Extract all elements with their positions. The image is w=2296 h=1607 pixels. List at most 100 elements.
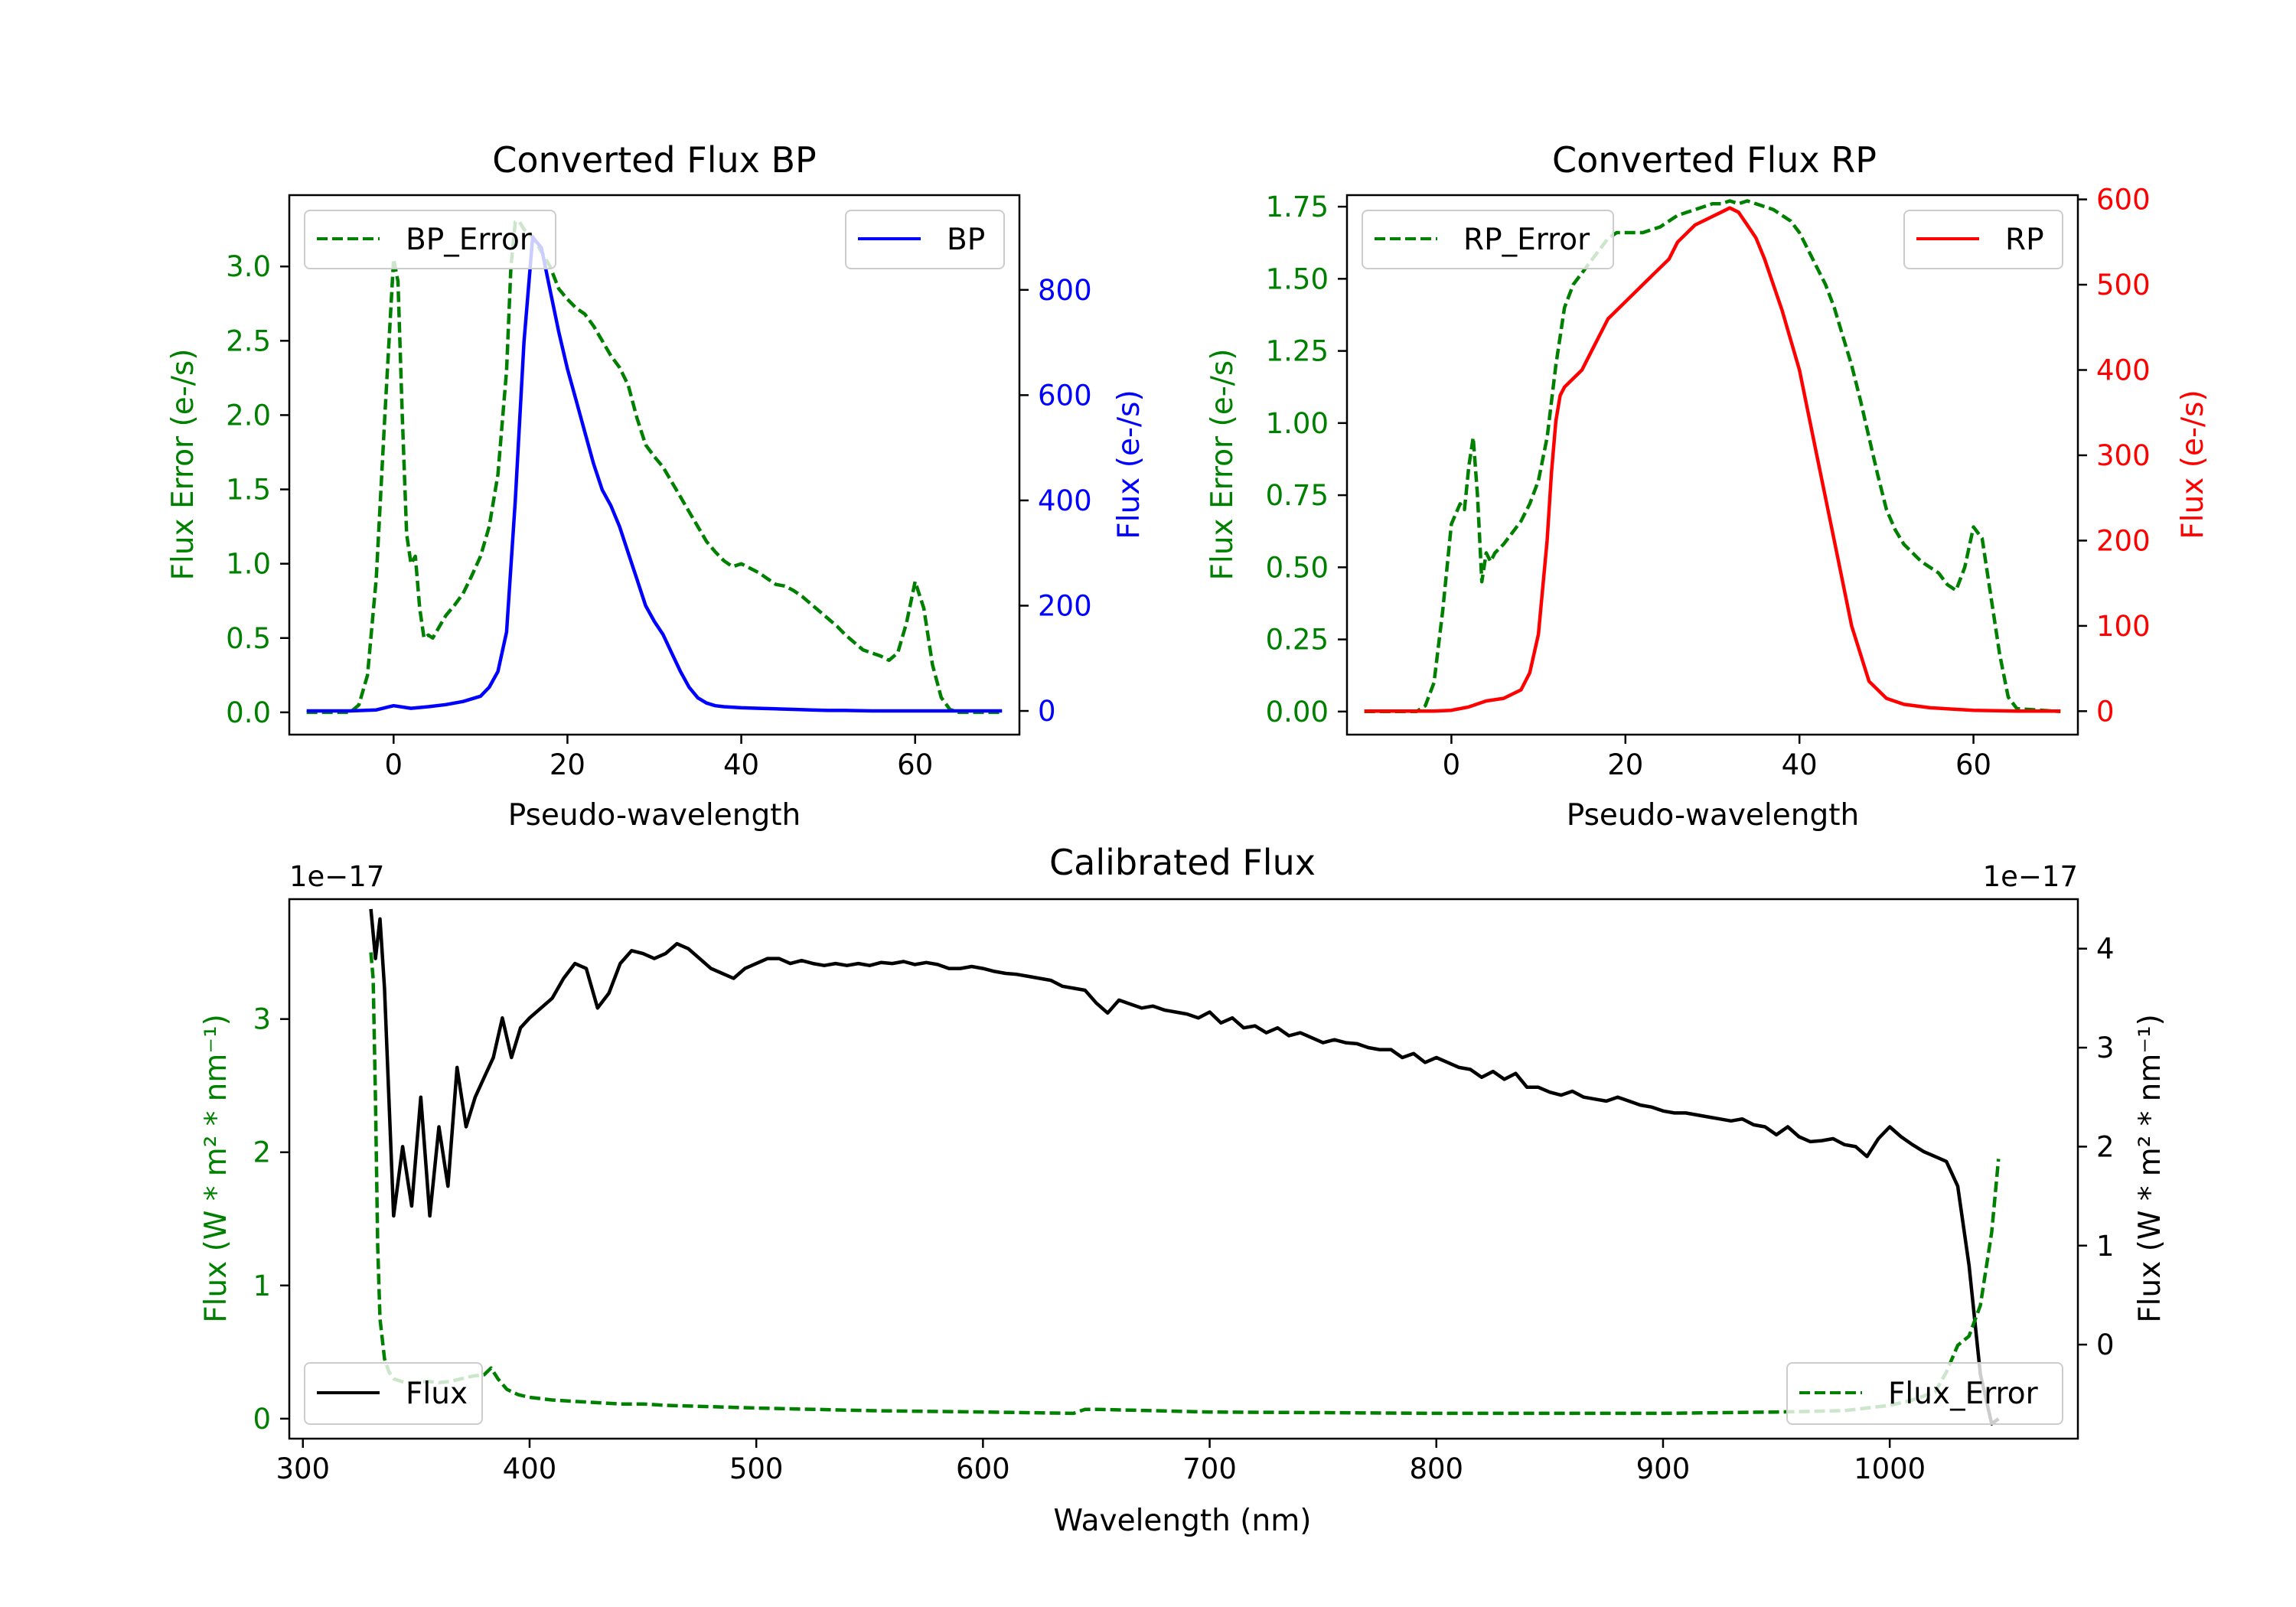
bp-ytick-left-label: 1.5 — [226, 474, 271, 507]
bp-xtick-label: 0 — [385, 748, 403, 781]
bp-ytick-left-label: 3.0 — [226, 250, 271, 283]
bp-error-legend[interactable]: BP_Error — [304, 210, 556, 269]
bp-series-bp-line — [306, 235, 1003, 713]
rp-ylabel-right: Flux (e-/s) — [2176, 390, 2210, 539]
bp-ytick-right-label: 600 — [1038, 379, 1092, 412]
calibrated-error-legend[interactable]: Flux_Error — [1786, 1362, 2063, 1425]
rp-ytick-left-label: 0.25 — [1266, 624, 1329, 657]
rp-xtick-label: 0 — [1443, 748, 1461, 781]
bp-series-bp-error-line — [306, 220, 1003, 715]
bp-ytick-left-label: 2.0 — [226, 399, 271, 432]
rp-xtick-label: 40 — [1782, 748, 1818, 781]
calibrated-ticks: 300 400 500 600 700 800 900 1000 0 1 2 3 0 1 2 3 4 — [253, 933, 2114, 1485]
rp-ytick-right-label: 0 — [2096, 695, 2115, 728]
calibrated-series-flux-line — [369, 908, 2000, 1426]
bp-ytick-left-label: 0.0 — [226, 696, 271, 729]
calibrated-error-legend-box — [1786, 1362, 2063, 1425]
bp-title: Converted Flux BP — [492, 139, 817, 181]
rp-xlabel: Pseudo-wavelength — [1567, 798, 1859, 833]
rp-ylabel-left: Flux Error (e-/s) — [1205, 349, 1240, 581]
rp-ytick-right-label: 400 — [2096, 354, 2151, 386]
calibrated-xtick-label: 500 — [729, 1452, 784, 1485]
calibrated-ylabel-right: Flux (W * m² * nm⁻¹) — [2133, 1014, 2167, 1323]
rp-legend-label: RP — [2005, 223, 2044, 257]
calibrated-panel: Calibrated Flux 1e−17 1e−17 300 400 500 600… — [199, 842, 2167, 1538]
calibrated-xlabel: Wavelength (nm) — [1054, 1504, 1312, 1538]
rp-legend-box — [1903, 210, 2063, 269]
bp-xtick-label: 40 — [723, 748, 759, 781]
rp-ytick-left-label: 1.50 — [1266, 262, 1329, 295]
calibrated-xtick-label: 800 — [1409, 1452, 1463, 1485]
rp-ytick-left-label: 1.25 — [1266, 335, 1329, 368]
rp-ytick-right-label: 600 — [2096, 184, 2151, 217]
rp-axes-frame — [1345, 194, 2079, 736]
calibrated-ylabel-left: Flux (W * m² * nm⁻¹) — [199, 1014, 233, 1323]
bp-error-legend-box — [304, 210, 556, 269]
calibrated-flux-legend-label: Flux — [406, 1377, 468, 1411]
bp-plot-area — [306, 220, 1003, 715]
calibrated-ytick-right-label: 1 — [2096, 1230, 2115, 1263]
rp-error-legend[interactable]: RP_Error — [1362, 210, 1614, 269]
rp-ytick-left-label: 1.00 — [1266, 407, 1329, 440]
calibrated-xtick-label: 900 — [1636, 1452, 1691, 1485]
calibrated-flux-legend[interactable]: Flux — [304, 1362, 483, 1425]
calibrated-xtick-label: 700 — [1182, 1452, 1237, 1485]
rp-ytick-right-label: 300 — [2096, 439, 2151, 472]
calibrated-axes-frame — [288, 898, 2079, 1440]
rp-ticks: 0 20 40 60 0.00 0.25 0.50 0.75 1.00 1.25 1.50 1.75 0… — [1266, 184, 2151, 781]
rp-error-legend-label: RP_Error — [1463, 223, 1590, 257]
bp-ytick-right-label: 0 — [1038, 695, 1056, 728]
bp-panel: Converted Flux BP 0 20 40 60 0.0 0.5 1.0 1.5 2.0… — [166, 139, 1146, 833]
rp-ytick-left-label: 0.75 — [1266, 479, 1329, 512]
rp-ytick-right-label: 100 — [2096, 610, 2151, 643]
calibrated-xtick-label: 400 — [503, 1452, 557, 1485]
bp-ylabel-left: Flux Error (e-/s) — [166, 349, 201, 581]
bp-legend-box — [845, 210, 1005, 269]
bp-ytick-left-label: 0.5 — [226, 622, 271, 655]
rp-xtick-label: 20 — [1607, 748, 1643, 781]
calibrated-series-flux-error-line — [369, 952, 2001, 1416]
rp-error-legend-box — [1362, 210, 1614, 269]
calibrated-ytick-left-label: 0 — [253, 1403, 271, 1436]
calibrated-xtick-label: 600 — [956, 1452, 1010, 1485]
rp-series-rp-line — [1364, 206, 2061, 713]
calibrated-xtick-label: 300 — [276, 1452, 330, 1485]
bp-ytick-right-label: 200 — [1038, 589, 1092, 622]
calibrated-ytick-left-label: 1 — [253, 1270, 271, 1302]
calibrated-title: Calibrated Flux — [1049, 842, 1316, 883]
rp-panel: Converted Flux RP 0 20 40 60 0.00 0.25 0.50 0.7… — [1205, 139, 2210, 833]
calibrated-error-legend-label: Flux_Error — [1888, 1377, 2039, 1411]
bp-legend[interactable]: BP — [845, 210, 1005, 269]
bp-xtick-label: 20 — [550, 748, 585, 781]
calibrated-plot-area — [369, 908, 2001, 1426]
rp-legend[interactable]: RP — [1903, 210, 2063, 269]
bp-ytick-left-label: 1.0 — [226, 548, 271, 581]
calibrated-ytick-right-label: 0 — [2096, 1328, 2115, 1361]
bp-ytick-right-label: 400 — [1038, 484, 1092, 517]
rp-plot-area — [1364, 199, 2061, 714]
calibrated-xtick-label: 1000 — [1854, 1452, 1926, 1485]
calibrated-ytick-left-label: 2 — [253, 1136, 271, 1169]
bp-legend-label: BP — [947, 223, 985, 257]
rp-ytick-left-label: 0.00 — [1266, 696, 1329, 729]
calibrated-offset-left: 1e−17 — [289, 860, 384, 893]
rp-ytick-left-label: 1.75 — [1266, 191, 1329, 223]
calibrated-ytick-right-label: 3 — [2096, 1032, 2115, 1064]
calibrated-ytick-right-label: 4 — [2096, 933, 2115, 966]
bp-xtick-label: 60 — [897, 748, 933, 781]
bp-error-legend-label: BP_Error — [406, 223, 533, 257]
calibrated-ytick-right-label: 2 — [2096, 1130, 2115, 1163]
bp-ylabel-right: Flux (e-/s) — [1112, 390, 1146, 539]
calibrated-offset-right: 1e−17 — [1983, 860, 2078, 893]
bp-ytick-left-label: 2.5 — [226, 324, 271, 357]
rp-ytick-right-label: 500 — [2096, 269, 2151, 302]
calibrated-flux-legend-box — [304, 1362, 483, 1425]
bp-ytick-right-label: 800 — [1038, 274, 1092, 307]
bp-ticks: 0 20 40 60 0.0 0.5 1.0 1.5 2.0 2.5 3.0 0 200 400 600 80… — [226, 250, 1091, 781]
rp-xtick-label: 60 — [1955, 748, 1991, 781]
rp-title: Converted Flux RP — [1552, 139, 1877, 181]
rp-ytick-left-label: 0.50 — [1266, 551, 1329, 584]
rp-ytick-right-label: 200 — [2096, 524, 2151, 557]
bp-axes-frame — [288, 194, 1021, 736]
